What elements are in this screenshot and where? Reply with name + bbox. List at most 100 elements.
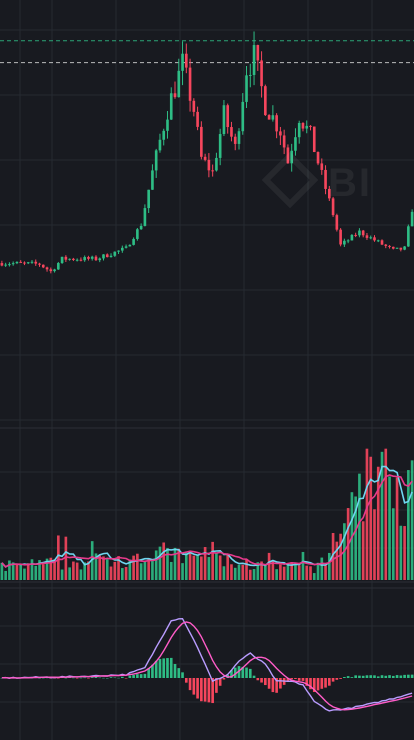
macd-histogram-bar [316, 678, 320, 691]
candle-body [388, 245, 391, 247]
macd-histogram-bar [279, 678, 282, 689]
candle-body [260, 60, 263, 87]
macd-histogram-bar [158, 658, 162, 678]
candle-body [121, 247, 124, 251]
volume-bar [102, 556, 105, 580]
candle-body [57, 263, 60, 270]
volume-bar [358, 473, 361, 580]
candle-body [215, 157, 218, 171]
candle-body [151, 170, 154, 190]
candle-body [68, 258, 71, 260]
volume-bar [87, 561, 90, 580]
macd-histogram-bar [173, 664, 177, 678]
volume-bar [388, 476, 391, 580]
volume-bar [365, 448, 369, 580]
volume-bar [109, 566, 113, 580]
candle-body [49, 269, 53, 272]
candle-body [290, 150, 293, 164]
macd-histogram-bar [399, 675, 403, 678]
candle-body [0, 263, 4, 266]
macd-histogram-bar [237, 666, 241, 678]
macd-histogram-bar [83, 677, 86, 679]
macd-histogram-bar [350, 677, 354, 678]
volume-bar [215, 552, 218, 580]
macd-histogram-bar [373, 675, 376, 678]
macd-histogram-bar [248, 668, 252, 678]
volume-bar [139, 563, 143, 580]
volume-bar [23, 568, 26, 580]
macd-histogram-bar [72, 677, 75, 679]
candle-body [267, 115, 271, 120]
volume-bar [373, 509, 376, 580]
candle-body [23, 262, 26, 264]
macd-histogram-bar [324, 678, 327, 688]
candle-body [166, 119, 169, 131]
macd-histogram-bar [320, 678, 324, 689]
candle-body [158, 139, 162, 151]
candle-body [297, 122, 301, 138]
candle-body [248, 74, 252, 76]
volume-bar [245, 558, 248, 580]
candle-body [305, 125, 309, 129]
volume-bar [158, 546, 162, 580]
macd-histogram-bar [196, 678, 199, 699]
candle-body [139, 225, 143, 230]
volume-bar [128, 559, 132, 580]
macd-histogram-bar [177, 668, 181, 678]
volume-bar [94, 553, 98, 580]
volume-bar [279, 564, 282, 580]
macd-histogram-bar [384, 675, 388, 678]
macd-histogram-bar [245, 667, 248, 678]
volume-bar [301, 551, 305, 580]
candle-body [147, 189, 150, 209]
volume-bar [339, 533, 342, 580]
candle-body [102, 254, 105, 259]
macd-histogram-bar [241, 666, 245, 678]
candle-body [162, 130, 166, 140]
macd-panel [0, 617, 414, 712]
volume-bar [162, 542, 166, 580]
macd-histogram-bar [94, 676, 98, 678]
candle-body [41, 264, 45, 268]
volume-bar [188, 551, 192, 580]
candle-body [38, 263, 41, 265]
volume-bar [4, 570, 7, 580]
volume-bar [331, 532, 335, 580]
volume-bar [136, 553, 139, 580]
volume-bar [26, 563, 30, 580]
macd-histogram-bar [128, 675, 132, 678]
macd-histogram-bar [79, 677, 83, 679]
volume-bar [124, 566, 128, 580]
candle-body [181, 53, 184, 71]
candle-body [376, 240, 380, 242]
macd-histogram-bar [121, 676, 124, 678]
macd-histogram-bar [200, 678, 203, 702]
macd-histogram-bar [154, 660, 158, 678]
macd-histogram-bar [162, 658, 166, 678]
volume-bar [41, 564, 45, 580]
macd-histogram-bar [57, 678, 60, 679]
candle-body [117, 250, 120, 252]
macd-histogram-bar [184, 678, 188, 683]
candle-body [30, 261, 34, 263]
volume-bar [83, 562, 86, 580]
volume-bar [105, 559, 109, 580]
volume-bar [169, 561, 173, 580]
candle-body [79, 259, 83, 261]
volume-bar [376, 466, 380, 580]
candle-body [373, 237, 376, 241]
candle-body [279, 131, 282, 136]
volume-bar [309, 566, 312, 580]
volume-bar [407, 470, 410, 580]
volume-bar [38, 560, 41, 580]
candle-body [173, 93, 177, 98]
macd-histogram-bar [215, 678, 218, 693]
candle-body [83, 257, 86, 261]
candle-body [271, 115, 275, 120]
volume-bar [98, 555, 102, 580]
volume-bar [320, 557, 324, 580]
volume-bar [399, 525, 403, 580]
